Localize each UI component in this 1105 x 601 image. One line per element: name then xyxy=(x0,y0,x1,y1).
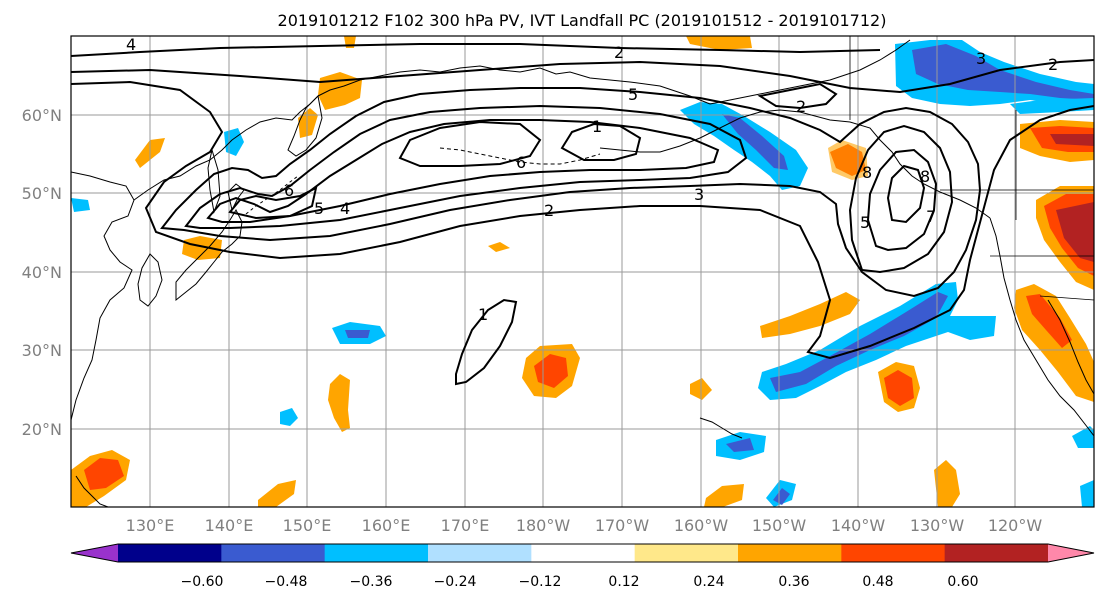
figure-title: 2019101212 F102 300 hPa PV, IVT Landfall… xyxy=(278,11,887,30)
colorbar-segment xyxy=(634,544,739,562)
lat-label: 30°N xyxy=(22,341,62,360)
lon-label: 160°W xyxy=(674,516,729,535)
colorbar-tick-labels: −0.60 −0.48 −0.36 −0.24 −0.12 0.12 0.24 … xyxy=(181,574,979,590)
pv-contours xyxy=(71,43,1094,386)
lon-label: 170°W xyxy=(595,516,650,535)
colorbar-tick-label: 0.48 xyxy=(862,574,893,590)
lon-label: 120°W xyxy=(988,516,1043,535)
colorbar-tick-label: 0.36 xyxy=(778,574,809,590)
contour-label: 5 xyxy=(860,213,870,232)
colorbar-tick-label: 0.60 xyxy=(947,574,978,590)
colorbar-segment xyxy=(324,544,429,562)
colorbar-segment xyxy=(118,544,222,562)
colorbar xyxy=(70,543,1095,563)
contour-label: 2 xyxy=(614,43,624,62)
contour-label: 3 xyxy=(976,49,986,68)
contour-label: 8 xyxy=(920,167,930,186)
lon-labels: 130°E 140°E 150°E 160°E 170°E 180°W 170°… xyxy=(126,516,1043,535)
lon-label: 140°W xyxy=(831,516,886,535)
colorbar-outline xyxy=(70,543,1095,563)
lon-label: 150°W xyxy=(752,516,807,535)
lat-label: 60°N xyxy=(22,106,62,125)
lon-label: 140°E xyxy=(205,516,254,535)
contour-label: 6 xyxy=(516,153,526,172)
lon-label: 180°W xyxy=(516,516,571,535)
lat-label: 50°N xyxy=(22,184,62,203)
contour-label: 2 xyxy=(544,201,554,220)
contour-label: 8 xyxy=(862,163,872,182)
colorbar-segment xyxy=(428,544,532,562)
colorbar-tick-label: −0.48 xyxy=(265,574,308,590)
contour-label: 1 xyxy=(478,305,488,324)
colorbar-extend-high xyxy=(1048,544,1094,562)
contour-label: 2 xyxy=(796,97,806,116)
contour-label: 3 xyxy=(694,185,704,204)
contour-label: 2 xyxy=(1048,55,1058,74)
colorbar-tick-label: 0.12 xyxy=(608,574,639,590)
colorbar-tick-label: −0.24 xyxy=(434,574,477,590)
contour-label: 4 xyxy=(340,199,350,218)
lat-label: 40°N xyxy=(22,263,62,282)
colorbar-segment xyxy=(221,544,326,562)
contour-label: 5 xyxy=(314,199,324,218)
lon-label: 130°W xyxy=(910,516,965,535)
contour-label: 4 xyxy=(126,35,136,54)
lat-label: 20°N xyxy=(22,420,62,439)
colorbar-tick-label: −0.36 xyxy=(350,574,393,590)
colorbar-tick-label: −0.12 xyxy=(519,574,562,590)
lon-label: 170°E xyxy=(441,516,490,535)
lon-label: 130°E xyxy=(126,516,175,535)
lon-label: 150°E xyxy=(283,516,332,535)
colorbar-segment xyxy=(841,544,946,562)
colorbar-extend-low xyxy=(71,544,118,562)
contour-label: 7 xyxy=(926,207,936,226)
colorbar-segment xyxy=(944,544,1049,562)
lat-labels: 60°N 50°N 40°N 30°N 20°N xyxy=(22,106,62,439)
contour-labels: 4 2 3 2 5 2 1 6 3 2 6 5 4 8 8 5 7 1 xyxy=(126,35,1058,324)
contour-label: 1 xyxy=(592,117,602,136)
colorbar-tick-label: −0.60 xyxy=(181,574,224,590)
colorbar-segment xyxy=(531,544,636,562)
map-panel: 4 2 3 2 5 2 1 6 3 2 6 5 4 8 8 5 7 1 xyxy=(71,35,1094,507)
contour-label: 6 xyxy=(284,181,294,200)
lon-label: 160°E xyxy=(362,516,411,535)
colorbar-tick-label: 0.24 xyxy=(693,574,724,590)
contour-label: 5 xyxy=(628,85,638,104)
colorbar-segment xyxy=(738,544,842,562)
map-frame xyxy=(70,35,1095,508)
